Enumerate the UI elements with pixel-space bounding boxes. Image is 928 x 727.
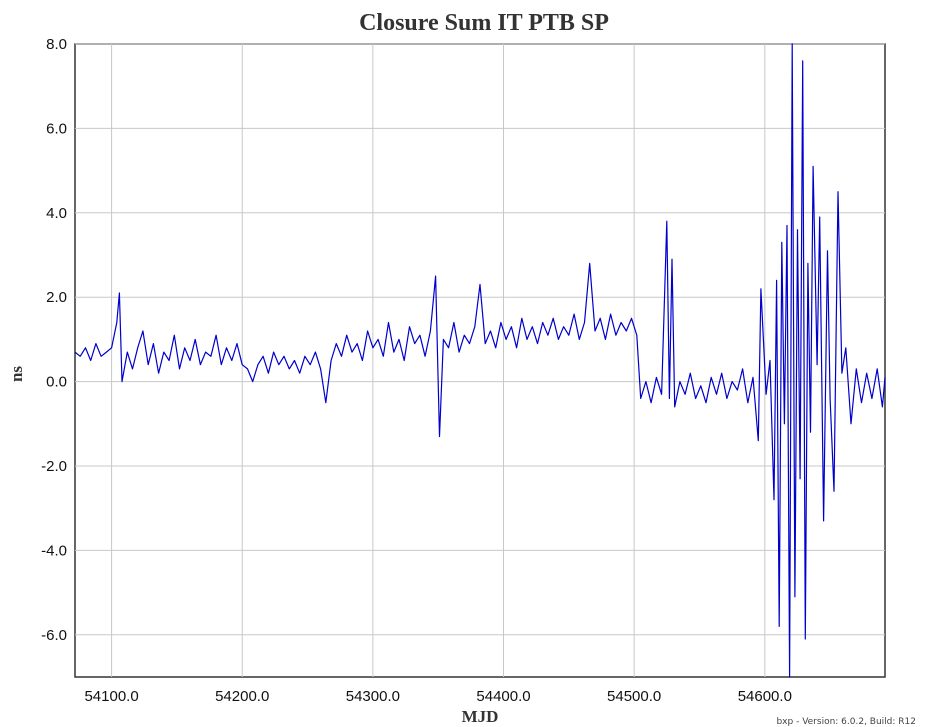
y-tick-label: 8.0 [46, 36, 67, 53]
y-tick-label: 2.0 [46, 289, 67, 306]
plot-frame [74, 43, 886, 678]
series-line [74, 43, 886, 678]
y-tick-label: 6.0 [46, 120, 67, 137]
y-tick-label: 4.0 [46, 205, 67, 222]
y-tick-label: -2.0 [41, 458, 67, 475]
x-tick-label: 54600.0 [738, 688, 792, 705]
y-tick-label: -4.0 [41, 542, 67, 559]
x-tick-labels: 54100.0 54200.0 54300.0 54400.0 54500.0 54600… [84, 688, 791, 705]
y-tick-labels: -6.0 -4.0 -2.0 0.0 2.0 4.0 6.0 8.0 [41, 36, 67, 644]
y-tick-label: -6.0 [41, 627, 67, 644]
x-tick-label: 54400.0 [476, 688, 530, 705]
y-axis-label: ns [7, 366, 26, 382]
x-axis-label: MJD [462, 707, 499, 726]
chart-title: Closure Sum IT PTB SP [359, 10, 609, 36]
x-tick-label: 54500.0 [607, 688, 661, 705]
x-tick-label: 54200.0 [215, 688, 269, 705]
x-tick-label: 54300.0 [346, 688, 400, 705]
y-tick-label: 0.0 [46, 374, 67, 391]
x-tick-label: 54100.0 [84, 688, 138, 705]
version-footer: bxp - Version: 6.0.2, Build: R12 [776, 717, 916, 727]
grid-lines [75, 43, 885, 677]
data-series [74, 43, 886, 678]
